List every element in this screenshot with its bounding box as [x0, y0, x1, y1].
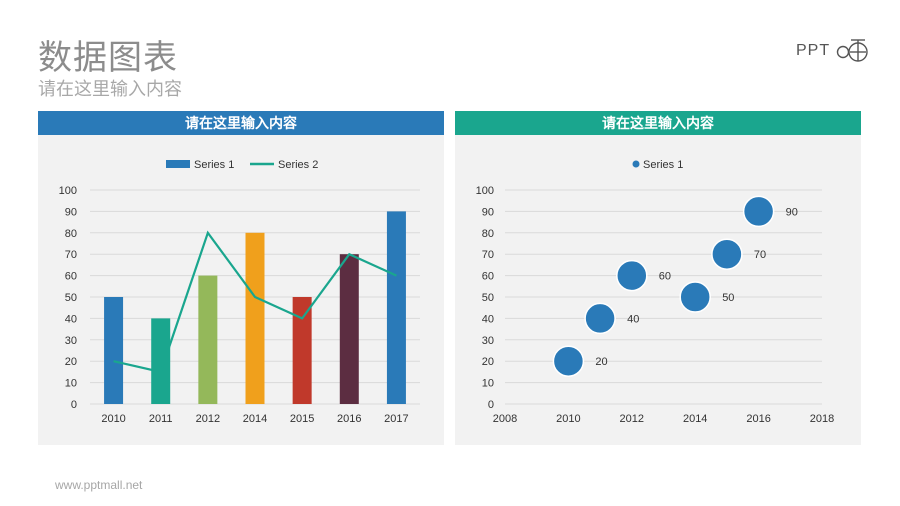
x-tick-label: 2012 — [620, 413, 644, 425]
y-tick-label: 80 — [65, 228, 77, 240]
y-tick-label: 100 — [59, 185, 77, 197]
y-tick-label: 10 — [65, 378, 77, 390]
y-tick-label: 40 — [482, 313, 494, 325]
data-label: 60 — [659, 271, 671, 283]
bubble-point — [679, 281, 711, 313]
bar-line-chart: 0 10 20 30 40 50 60 70 80 90 100 2010 2011 2012 2014 20… — [59, 159, 420, 425]
y-tick-label: 0 — [71, 399, 77, 411]
bubble-point — [711, 238, 743, 270]
y-tick-label: 0 — [488, 399, 494, 411]
bar — [292, 297, 312, 404]
data-label: 70 — [754, 249, 766, 261]
x-tick-label: 2014 — [243, 413, 267, 425]
x-tick-label: 2016 — [337, 413, 361, 425]
y-tick-label: 60 — [65, 271, 77, 283]
page-title: 数据图表 — [38, 39, 178, 77]
bubble-point — [742, 195, 775, 228]
legend-label: Series 1 — [643, 159, 683, 171]
data-label: 90 — [786, 206, 798, 218]
bar — [339, 254, 359, 404]
bubble-chart-panel: 请在这里输入内容 0 10 20 30 40 50 60 70 80 90 100 2008 2010 2… — [455, 111, 861, 445]
y-tick-label: 30 — [482, 335, 494, 347]
x-tick-label: 2010 — [101, 413, 125, 425]
footer-url: www.pptmall.net — [55, 478, 143, 492]
bar-chart-panel: 请在这里输入内容 0 10 20 30 40 50 60 70 80 90 100 2010 2011 2… — [38, 111, 444, 445]
x-tick-label: 2011 — [149, 413, 173, 425]
bar — [104, 297, 124, 404]
data-label: 50 — [722, 292, 734, 304]
legend-label: Series 1 — [194, 159, 234, 171]
bar — [386, 211, 406, 404]
x-tick-label: 2018 — [810, 413, 834, 425]
bubble-chart-header: 请在这里输入内容 — [455, 111, 861, 135]
bubble-chart: 0 10 20 30 40 50 60 70 80 90 100 2008 2010 2012 2014 20… — [476, 159, 835, 425]
x-tick-label: 2010 — [556, 413, 580, 425]
x-tick-label: 2015 — [290, 413, 314, 425]
y-tick-label: 30 — [65, 335, 77, 347]
y-tick-label: 20 — [65, 356, 77, 368]
y-tick-label: 40 — [65, 313, 77, 325]
legend-swatch-bar — [166, 160, 190, 168]
data-label: 40 — [627, 313, 639, 325]
bubble-point — [552, 345, 585, 377]
y-tick-label: 70 — [482, 249, 494, 261]
bar — [151, 318, 171, 404]
x-tick-label: 2008 — [493, 413, 517, 425]
bubble-point — [584, 302, 616, 335]
page-subtitle: 请在这里输入内容 — [38, 79, 182, 99]
y-tick-label: 70 — [65, 249, 77, 261]
bar — [198, 275, 218, 404]
y-tick-label: 10 — [482, 378, 494, 390]
bar-chart-header: 请在这里输入内容 — [38, 111, 444, 135]
y-tick-label: 50 — [482, 292, 494, 304]
y-tick-label: 80 — [482, 228, 494, 240]
y-tick-label: 50 — [65, 292, 77, 304]
logo-mark-icon — [836, 39, 868, 62]
bar — [245, 232, 265, 404]
y-tick-label: 100 — [476, 185, 494, 197]
series-line — [113, 230, 397, 374]
legend-label: Series 2 — [278, 159, 318, 171]
x-tick-label: 2017 — [384, 413, 408, 425]
y-tick-label: 90 — [482, 206, 494, 218]
y-tick-label: 20 — [482, 356, 494, 368]
x-tick-label: 2012 — [196, 413, 220, 425]
x-tick-label: 2014 — [683, 413, 707, 425]
bubble-point — [616, 259, 648, 292]
y-tick-label: 90 — [65, 206, 77, 218]
legend-swatch-bubble — [632, 160, 640, 168]
y-tick-label: 60 — [482, 271, 494, 283]
x-tick-label: 2016 — [746, 413, 770, 425]
data-label: 20 — [595, 356, 607, 368]
logo-text: PPT — [796, 42, 831, 59]
logo: PPT — [796, 36, 868, 66]
